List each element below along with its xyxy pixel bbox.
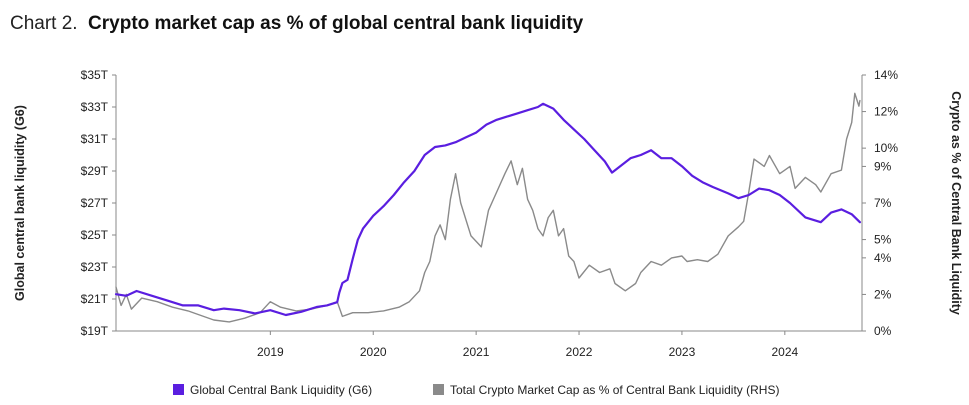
x-tick-label: 2024 [771, 345, 798, 359]
left-tick-label: $21T [81, 292, 109, 306]
right-tick-label: 5% [874, 233, 892, 247]
x-axis-ticks: 2019 2020 2021 2022 2023 2024 [257, 331, 798, 359]
chart-title: Chart 2. Crypto market cap as % of globa… [10, 13, 584, 34]
left-tick-label: $31T [81, 132, 109, 146]
right-tick-label: 4% [874, 251, 892, 265]
left-tick-label: $35T [81, 68, 109, 82]
right-tick-label: 2% [874, 287, 892, 301]
right-tick-label: 0% [874, 324, 892, 338]
plot-frame [115, 75, 863, 332]
left-axis-label: Global central bank liquidity (G6) [13, 105, 27, 301]
left-tick-label: $25T [81, 228, 109, 242]
legend-swatch-crypto [433, 384, 444, 395]
series-layer [114, 92, 861, 323]
left-axis-ticks: $35T $33T $31T $29T $27T $25T $23T $21T $19T [81, 68, 116, 338]
right-tick-label: 12% [874, 105, 898, 119]
x-tick-label: 2021 [463, 345, 490, 359]
right-axis-label: Crypto as % of Central Bank Liquidity [949, 91, 963, 315]
x-tick-label: 2023 [669, 345, 696, 359]
chart-title-prefix: Chart 2. [10, 13, 78, 34]
right-tick-label: 14% [874, 68, 898, 82]
left-tick-label: $27T [81, 196, 109, 210]
left-tick-label: $23T [81, 260, 109, 274]
left-tick-label: $33T [81, 100, 109, 114]
legend-label-liquidity: Global Central Bank Liquidity (G6) [190, 383, 372, 397]
legend-swatch-liquidity [173, 384, 184, 395]
series-line-liquidity [114, 102, 861, 317]
legend-label-crypto: Total Crypto Market Cap as % of Central … [450, 383, 779, 397]
right-tick-label: 7% [874, 196, 892, 210]
right-tick-label: 9% [874, 159, 892, 173]
x-tick-label: 2020 [360, 345, 387, 359]
chart-title-main: Crypto market cap as % of global central… [88, 13, 584, 34]
left-tick-label: $29T [81, 164, 109, 178]
right-axis-ticks: 14% 12% 10% 9% 7% 5% 4% 2% 0% [862, 68, 898, 338]
x-tick-label: 2022 [566, 345, 593, 359]
legend: Global Central Bank Liquidity (G6) Total… [173, 383, 779, 397]
left-tick-label: $19T [81, 324, 109, 338]
x-tick-label: 2019 [257, 345, 284, 359]
right-tick-label: 10% [874, 141, 898, 155]
series-line-crypto [115, 92, 861, 323]
